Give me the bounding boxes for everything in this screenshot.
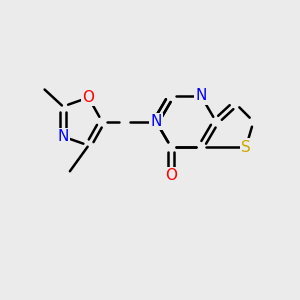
- Text: N: N: [150, 114, 162, 129]
- Text: N: N: [57, 129, 69, 144]
- Text: O: O: [82, 90, 94, 105]
- Text: O: O: [165, 168, 177, 183]
- Text: S: S: [241, 140, 251, 154]
- Text: N: N: [195, 88, 207, 104]
